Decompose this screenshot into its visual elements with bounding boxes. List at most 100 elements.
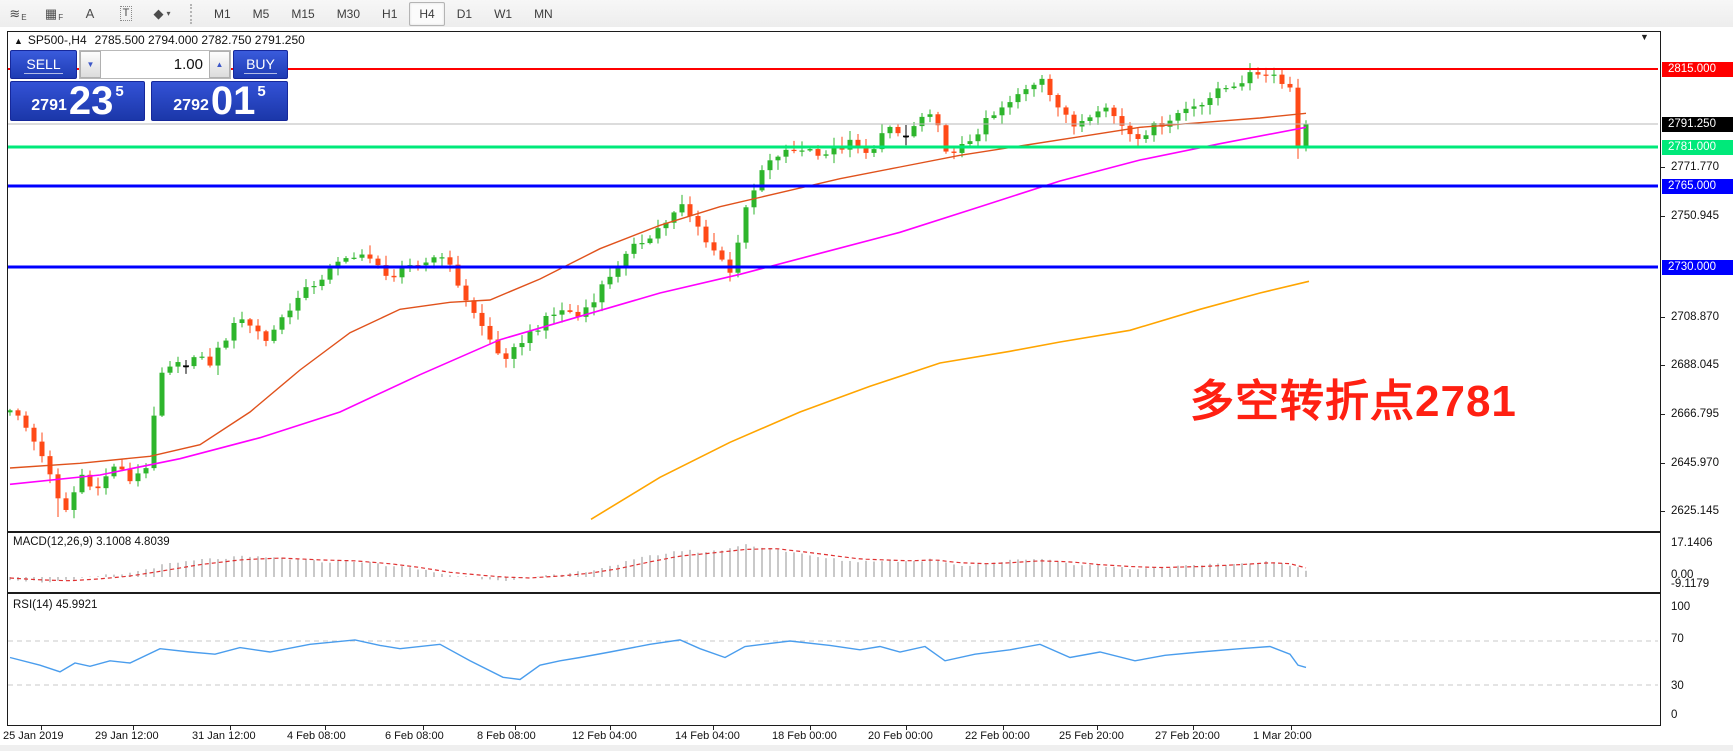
price-tick-label: 2645.970: [1671, 456, 1719, 469]
timeframe-button-w1[interactable]: W1: [494, 6, 513, 21]
text-tool-icon[interactable]: A: [74, 2, 106, 26]
tool-subscript: E: [21, 13, 27, 22]
buy-price-display[interactable]: 2792 01 5: [151, 81, 288, 121]
time-tick-mark: [1291, 726, 1292, 730]
time-tick-mark: [810, 726, 811, 730]
scale-tick-mark: [1661, 511, 1665, 512]
tool-subscript: F: [58, 13, 64, 22]
sell-button[interactable]: SELL: [10, 50, 77, 79]
macd-chart: [9, 544, 1307, 583]
collapse-triangle-icon[interactable]: ▲: [14, 36, 23, 46]
price-badge: 2730.000: [1662, 259, 1733, 275]
rsi-scale-label: 70: [1671, 632, 1684, 645]
time-scale[interactable]: 25 Jan 2019 29 Jan 12:00 31 Jan 12:00 4 Feb…: [0, 726, 1733, 745]
label-tool-glyph: T: [119, 6, 133, 21]
time-tick-mark: [1097, 726, 1098, 730]
elliott-wave-tool-icon[interactable]: ≋ E: [2, 2, 34, 26]
scale-tick-mark: [1661, 365, 1665, 366]
ohlc-quotes: 2785.500 2794.000 2782.750 2791.250: [94, 33, 305, 47]
rsi-panel[interactable]: [7, 593, 1661, 726]
rsi-chart: [8, 639, 1658, 686]
time-label: 20 Feb 00:00: [868, 730, 933, 742]
time-label: 18 Feb 00:00: [772, 730, 837, 742]
rsi-scale-label: 0: [1671, 708, 1678, 721]
time-label: 8 Feb 08:00: [477, 730, 536, 742]
time-label: 6 Feb 08:00: [385, 730, 444, 742]
candlestick-chart: [8, 63, 1658, 520]
buy-price-big: 01: [210, 79, 256, 123]
sell-button-label: SELL: [24, 55, 63, 74]
rsi-scale-label: 100: [1671, 600, 1691, 613]
macd-panel[interactable]: [7, 532, 1661, 593]
dropdown-caret-icon: ▾: [166, 9, 171, 18]
buy-price-main: 2792: [173, 97, 209, 114]
sell-price-main: 2791: [31, 97, 67, 114]
time-tick-mark: [1193, 726, 1194, 730]
price-tick-label: 2666.795: [1671, 407, 1719, 420]
one-click-trading-panel: SELL ▼ ▲ BUY 2791 23 5 2792 01 5: [10, 50, 288, 121]
volume-decrease-button[interactable]: ▼: [80, 51, 101, 78]
price-badge: 2781.000: [1662, 139, 1733, 155]
time-tick-mark: [230, 726, 231, 730]
timeframe-button-m30[interactable]: M30: [336, 6, 361, 21]
price-tick-label: 2688.045: [1671, 358, 1719, 371]
sell-price-display[interactable]: 2791 23 5: [10, 81, 145, 121]
fibonacci-grid-tool-glyph: ▦: [44, 5, 58, 21]
price-tick-label: 2625.145: [1671, 504, 1719, 517]
label-tool-icon[interactable]: T: [110, 2, 142, 26]
buy-button-label: BUY: [244, 55, 277, 74]
timeframe-button-mn[interactable]: MN: [534, 6, 553, 21]
time-tick-mark: [906, 726, 907, 730]
rsi-indicator-label: RSI(14) 45.9921: [13, 599, 98, 611]
sell-price-sup: 5: [115, 83, 124, 100]
volume-increase-button[interactable]: ▲: [209, 51, 230, 78]
timeframe-button-m1[interactable]: M1: [214, 6, 231, 21]
scale-tick-mark: [1661, 317, 1665, 318]
macd-scale-label: 0.00: [1671, 568, 1694, 581]
time-label: 1 Mar 20:00: [1253, 730, 1312, 742]
price-tick-label: 2771.770: [1671, 160, 1719, 173]
price-tick-label: 2750.945: [1671, 209, 1719, 222]
price-tick-label: 2708.870: [1671, 310, 1719, 323]
timeframe-button-h1[interactable]: H1: [382, 6, 398, 21]
time-tick-mark: [713, 726, 714, 730]
timeframe-button-h4[interactable]: H4: [409, 1, 445, 26]
chart-shift-marker-icon[interactable]: ▼: [1640, 32, 1649, 42]
time-tick-mark: [1003, 726, 1004, 730]
time-tick-mark: [423, 726, 424, 730]
toolbar-separator: [190, 3, 197, 24]
buy-price-sup: 5: [257, 83, 266, 100]
time-label: 14 Feb 04:00: [675, 730, 740, 742]
fibonacci-grid-tool-icon[interactable]: ▦ F: [38, 2, 70, 26]
buy-button[interactable]: BUY: [233, 50, 288, 79]
symbol-period-label: SP500-,H4: [27, 33, 87, 47]
time-label: 27 Feb 20:00: [1155, 730, 1220, 742]
timeframe-button-m5[interactable]: M5: [252, 6, 270, 21]
time-label: 29 Jan 12:00: [95, 730, 159, 742]
macd-indicator-label: MACD(12,26,9) 3.1008 4.8039: [13, 536, 170, 548]
shapes-tool-glyph: ◆: [153, 5, 164, 21]
time-label: 22 Feb 00:00: [965, 730, 1030, 742]
price-scale[interactable]: 2815.000 2791.250 2781.000 2765.000 2730.000…: [1661, 27, 1733, 726]
time-tick-mark: [515, 726, 516, 730]
volume-spinner: ▼ ▲: [79, 50, 231, 79]
shapes-tool-icon[interactable]: ◆ ▾: [146, 2, 178, 26]
time-tick-mark: [325, 726, 326, 730]
toolbar: ≋ E ▦ F A T ◆ ▾ M1 M5 M15 M30 H1 H4 D1 W1 MN: [0, 0, 1733, 28]
text-tool-glyph: A: [85, 6, 95, 21]
time-tick-mark: [133, 726, 134, 730]
time-label: 25 Feb 20:00: [1059, 730, 1124, 742]
time-label: 25 Jan 2019: [3, 730, 64, 742]
macd-scale-label: -9.1179: [1671, 577, 1710, 590]
time-label: 4 Feb 08:00: [287, 730, 346, 742]
chart-annotation-text: 多空转折点2781: [1190, 377, 1517, 426]
price-badge: 2765.000: [1662, 178, 1733, 194]
timeframe-button-m15[interactable]: M15: [291, 6, 315, 21]
chart-title: ▲ SP500-,H4 2785.500 2794.000 2782.750 279…: [14, 33, 305, 47]
scale-tick-mark: [1661, 167, 1665, 168]
volume-input[interactable]: [101, 51, 209, 78]
window-bottom-edge: [0, 745, 1733, 751]
timeframe-button-d1[interactable]: D1: [456, 6, 473, 21]
time-tick-mark: [41, 726, 42, 730]
